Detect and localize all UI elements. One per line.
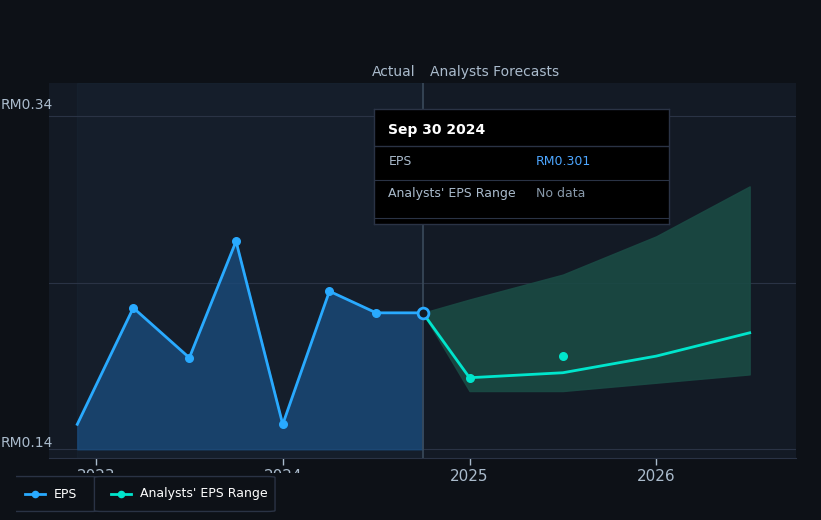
- Text: Actual: Actual: [372, 66, 415, 80]
- Text: Analysts' EPS Range: Analysts' EPS Range: [140, 488, 267, 500]
- Point: [323, 287, 336, 295]
- Text: Analysts Forecasts: Analysts Forecasts: [430, 66, 559, 80]
- Point: [369, 309, 383, 317]
- Text: EPS: EPS: [53, 488, 76, 500]
- Text: EPS: EPS: [388, 155, 411, 168]
- Point: [115, 490, 128, 498]
- Text: Sep 30 2024: Sep 30 2024: [388, 123, 485, 137]
- Point: [126, 304, 140, 312]
- Point: [230, 237, 243, 245]
- Text: Analysts' EPS Range: Analysts' EPS Range: [388, 187, 516, 200]
- Text: No data: No data: [536, 187, 585, 200]
- Point: [557, 352, 570, 360]
- Text: RM0.14: RM0.14: [1, 436, 53, 450]
- FancyBboxPatch shape: [94, 476, 275, 512]
- Text: RM0.301: RM0.301: [536, 155, 591, 168]
- Point: [183, 354, 196, 362]
- Point: [463, 373, 476, 382]
- Point: [28, 490, 41, 498]
- Text: RM0.34: RM0.34: [1, 98, 53, 112]
- Point: [416, 309, 429, 317]
- Bar: [77, 83, 423, 458]
- FancyBboxPatch shape: [8, 476, 99, 512]
- Point: [276, 420, 289, 428]
